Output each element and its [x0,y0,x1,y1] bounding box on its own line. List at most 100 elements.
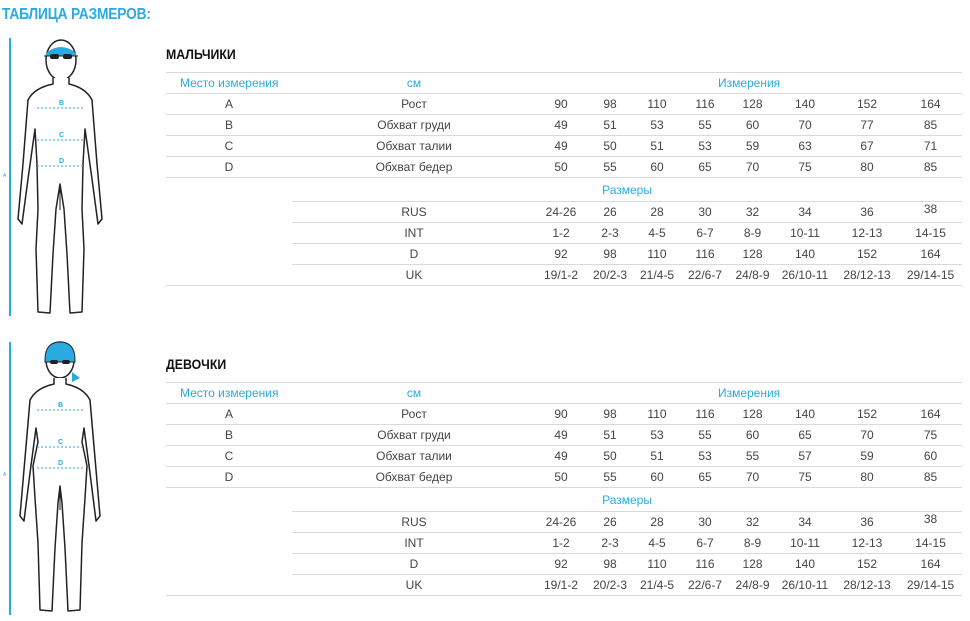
cell: 110 [634,553,680,575]
size-row: D 92 98 110 116 128 140 152 164 [166,553,963,575]
cell: 60 [634,156,680,178]
table-row: D Обхват бедер 50 55 60 65 70 75 80 85 [166,466,963,488]
cell: 77 [835,114,899,136]
cell: 38 [899,201,963,223]
cell: 55 [680,424,730,446]
cell: 85 [899,114,963,136]
table-row: B Обхват груди 49 51 53 55 60 65 70 75 [166,424,963,446]
size-system: D [292,243,536,265]
sizes-label: Размеры [292,177,963,202]
cell: 19/1-2 [536,574,586,596]
cell: 38 [899,511,963,533]
section-title-boys: МАЛЬЧИКИ [166,46,236,62]
cell: 59 [730,135,775,157]
sizes-label: Размеры [292,487,963,512]
size-system: UK [292,264,536,286]
cell: 80 [835,466,899,488]
cell: 2-3 [586,222,634,244]
table-row: B Обхват груди 49 51 53 55 60 70 77 85 [166,114,963,136]
cell: 70 [730,156,775,178]
size-table-girls: Место измерения см Измерения A Рост 90 9… [166,382,963,596]
cell: 70 [835,424,899,446]
size-row: D 92 98 110 116 128 140 152 164 [166,243,963,265]
cell: 90 [536,93,586,115]
cell: 55 [586,156,634,178]
cell: 140 [775,93,835,115]
cell: 30 [680,201,730,223]
cell: 67 [835,135,899,157]
cell: 75 [775,466,835,488]
cell: 50 [586,445,634,467]
cell: 152 [835,403,899,425]
size-row: INT 1-2 2-3 4-5 6-7 8-9 10-11 12-13 14-1… [166,532,963,554]
cell: 21/4-5 [634,264,680,286]
row-name: Обхват бедер [292,466,536,488]
cell: 65 [680,156,730,178]
cell: 110 [634,403,680,425]
marker-d: D [58,460,63,467]
cell: 98 [586,243,634,265]
cell: 29/14-15 [899,574,963,596]
cell: 36 [835,201,899,223]
cell: 71 [899,135,963,157]
cell: 60 [730,424,775,446]
side-marker: A [3,472,7,478]
marker-d: D [59,158,64,165]
cell: 59 [835,445,899,467]
cell: 8-9 [730,532,775,554]
cell: 57 [775,445,835,467]
cell: 98 [586,403,634,425]
row-code: D [166,156,292,178]
cell: 92 [536,243,586,265]
cell: 4-5 [634,532,680,554]
table-row: C Обхват талии 49 50 51 53 59 63 67 71 [166,135,963,157]
cell: 32 [730,201,775,223]
cell: 51 [586,424,634,446]
header-place: Место измерения [166,72,292,94]
cell: 53 [680,135,730,157]
cell: 10-11 [775,532,835,554]
cell: 60 [634,466,680,488]
cell: 12-13 [835,222,899,244]
row-name: Обхват талии [292,445,536,467]
cell: 26 [586,511,634,533]
cell: 28/12-13 [835,574,899,596]
cell: 70 [775,114,835,136]
cell: 34 [775,201,835,223]
cell: 152 [835,553,899,575]
cell: 51 [634,445,680,467]
cell: 8-9 [730,222,775,244]
cell: 49 [536,114,586,136]
cell: 6-7 [680,532,730,554]
cell: 29/14-15 [899,264,963,286]
cell: 65 [680,466,730,488]
cell: 53 [634,114,680,136]
header-measurements: Измерения [536,382,963,404]
cell: 75 [899,424,963,446]
size-system: RUS [292,511,536,533]
cell: 55 [586,466,634,488]
size-system: UK [292,574,536,596]
size-row: INT 1-2 2-3 4-5 6-7 8-9 10-11 12-13 14-1… [166,222,963,244]
cell: 85 [899,466,963,488]
cell: 51 [586,114,634,136]
boy-figure-illustration: A B C D [0,34,120,324]
sizes-subheader-row: Размеры [166,487,963,512]
cell: 14-15 [899,532,963,554]
size-system: D [292,553,536,575]
cell: 50 [536,466,586,488]
cell: 26/10-11 [775,264,835,286]
cell: 140 [775,403,835,425]
cell: 10-11 [775,222,835,244]
cell: 26/10-11 [775,574,835,596]
cell: 116 [680,93,730,115]
cell: 50 [586,135,634,157]
cell: 98 [586,93,634,115]
row-code: C [166,135,292,157]
cell: 92 [536,553,586,575]
cell: 20/2-3 [586,264,634,286]
cell: 1-2 [536,222,586,244]
side-marker: A [3,173,7,179]
cell: 19/1-2 [536,264,586,286]
cell: 14-15 [899,222,963,244]
